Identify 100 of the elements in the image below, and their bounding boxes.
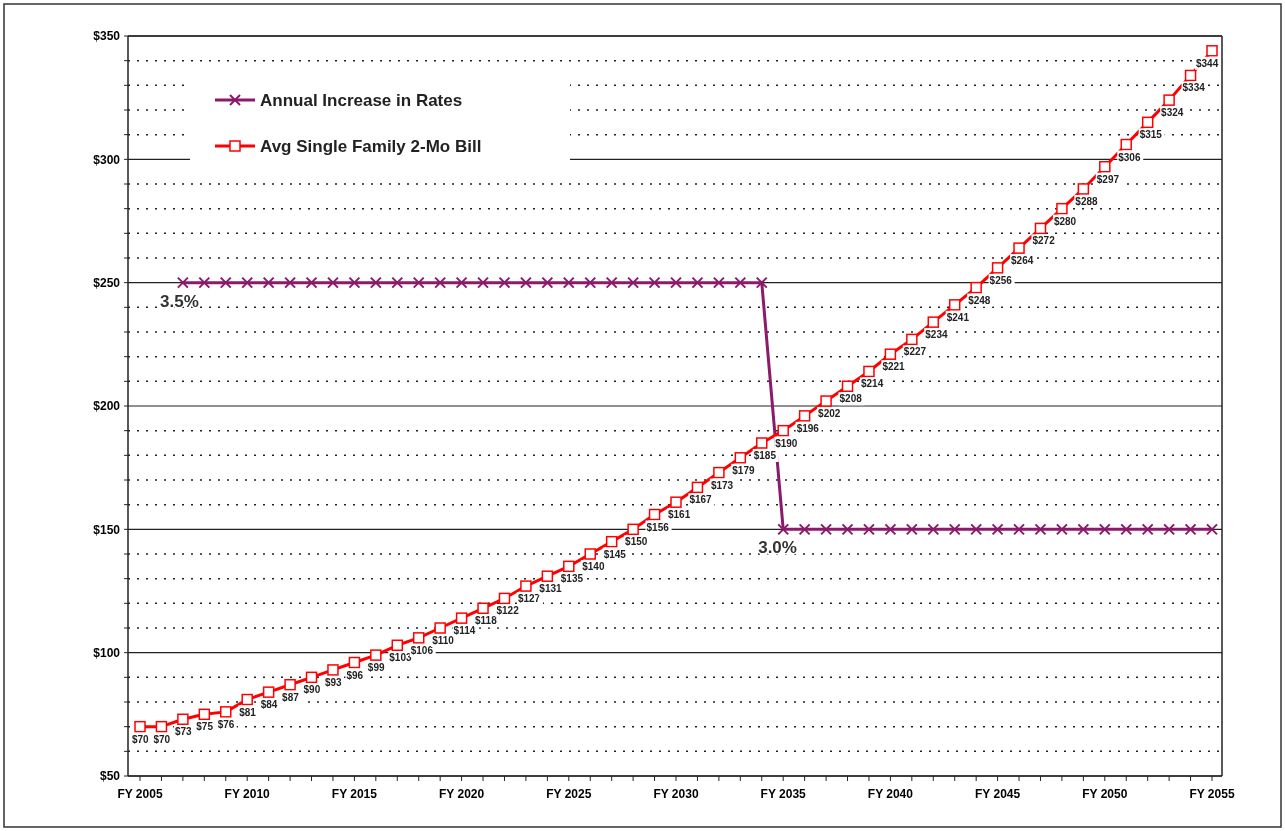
point: [563, 560, 575, 573]
point: [541, 570, 554, 582]
data-label: $173: [710, 479, 734, 491]
point: [948, 299, 961, 311]
data-label: $297: [1096, 173, 1120, 185]
data-label: $208: [839, 393, 863, 405]
point: [1163, 94, 1175, 106]
data-label: $93: [324, 676, 343, 688]
point: [1120, 138, 1132, 151]
point: [241, 693, 253, 706]
x-tick-label: FY 2035: [760, 787, 807, 801]
x-tick-label: FY 2045: [975, 787, 1021, 801]
data-label: $70: [132, 733, 150, 745]
data-label: $84: [260, 699, 278, 711]
point: [262, 686, 275, 698]
data-label: $241: [946, 311, 970, 323]
data-label: $131: [539, 583, 563, 595]
point: [1098, 523, 1111, 536]
point: [691, 481, 704, 494]
point: [906, 333, 918, 346]
point: [1184, 523, 1197, 536]
point: [134, 720, 146, 733]
point: [777, 424, 789, 437]
data-label: $161: [668, 509, 691, 521]
y-tick-label: $350: [93, 29, 121, 44]
point: [1034, 222, 1047, 235]
x-tick-label: FY 2025: [546, 787, 592, 801]
point: [1206, 523, 1218, 536]
data-label: $214: [860, 378, 884, 390]
point: [1077, 523, 1090, 536]
point: [1184, 69, 1197, 82]
point: [991, 262, 1004, 274]
data-label: $76: [217, 718, 235, 730]
point: [584, 276, 597, 289]
data-label: $221: [882, 361, 906, 373]
data-label: $122: [496, 605, 520, 617]
point: [841, 380, 854, 393]
x-tick-label: FY 2040: [867, 787, 914, 801]
point: [284, 678, 296, 691]
point: [519, 276, 532, 289]
point: [412, 276, 425, 289]
point: [584, 548, 596, 560]
point: [691, 276, 704, 289]
point: [820, 395, 832, 407]
point: [1034, 523, 1047, 536]
data-label: $185: [753, 450, 777, 461]
point: [970, 523, 983, 536]
annotation: 3.5%: [160, 291, 199, 311]
data-label: $334: [1182, 82, 1206, 94]
data-label: $103: [389, 652, 412, 664]
point: [841, 523, 854, 536]
data-label: $190: [775, 437, 798, 449]
data-label: $234: [925, 329, 948, 341]
point: [884, 348, 897, 360]
point: [605, 535, 618, 548]
data-label: $156: [646, 521, 670, 533]
point: [1013, 523, 1026, 536]
data-label: $87: [282, 691, 300, 703]
data-label: $127: [517, 593, 541, 605]
point: [884, 523, 897, 536]
point: [627, 276, 640, 289]
point: [391, 276, 404, 289]
data-label: $118: [475, 615, 498, 627]
point: [798, 523, 811, 536]
point: [219, 276, 232, 289]
point: [1141, 523, 1154, 536]
data-label: $73: [174, 726, 192, 738]
data-label: $135: [560, 573, 584, 585]
data-label: $272: [1032, 235, 1056, 247]
point: [756, 437, 768, 449]
point: [370, 649, 382, 661]
data-label: $70: [153, 733, 171, 745]
point: [820, 523, 833, 536]
point: [1141, 116, 1154, 129]
point: [434, 622, 446, 634]
data-label: $315: [1139, 129, 1163, 141]
data-label: $288: [1075, 195, 1099, 207]
point: [1120, 523, 1133, 536]
data-label: $145: [603, 548, 627, 560]
point: [455, 276, 468, 289]
point: [198, 708, 211, 721]
point: [712, 276, 725, 289]
point: [348, 276, 361, 289]
data-label: $248: [968, 294, 991, 306]
point: [713, 466, 725, 479]
legend-label: Annual Increase in Rates: [260, 90, 463, 110]
point: [605, 276, 618, 289]
point: [991, 523, 1004, 536]
data-label: $81: [239, 706, 257, 718]
point: [1055, 523, 1068, 536]
data-label: $196: [796, 422, 820, 434]
point: [455, 612, 468, 624]
data-label: $167: [689, 494, 713, 506]
point: [198, 276, 211, 289]
data-label: $99: [367, 662, 385, 674]
point: [348, 656, 361, 669]
point: [305, 276, 318, 289]
point: [755, 276, 768, 289]
point: [241, 276, 254, 289]
annotation: 3.0%: [758, 538, 797, 558]
